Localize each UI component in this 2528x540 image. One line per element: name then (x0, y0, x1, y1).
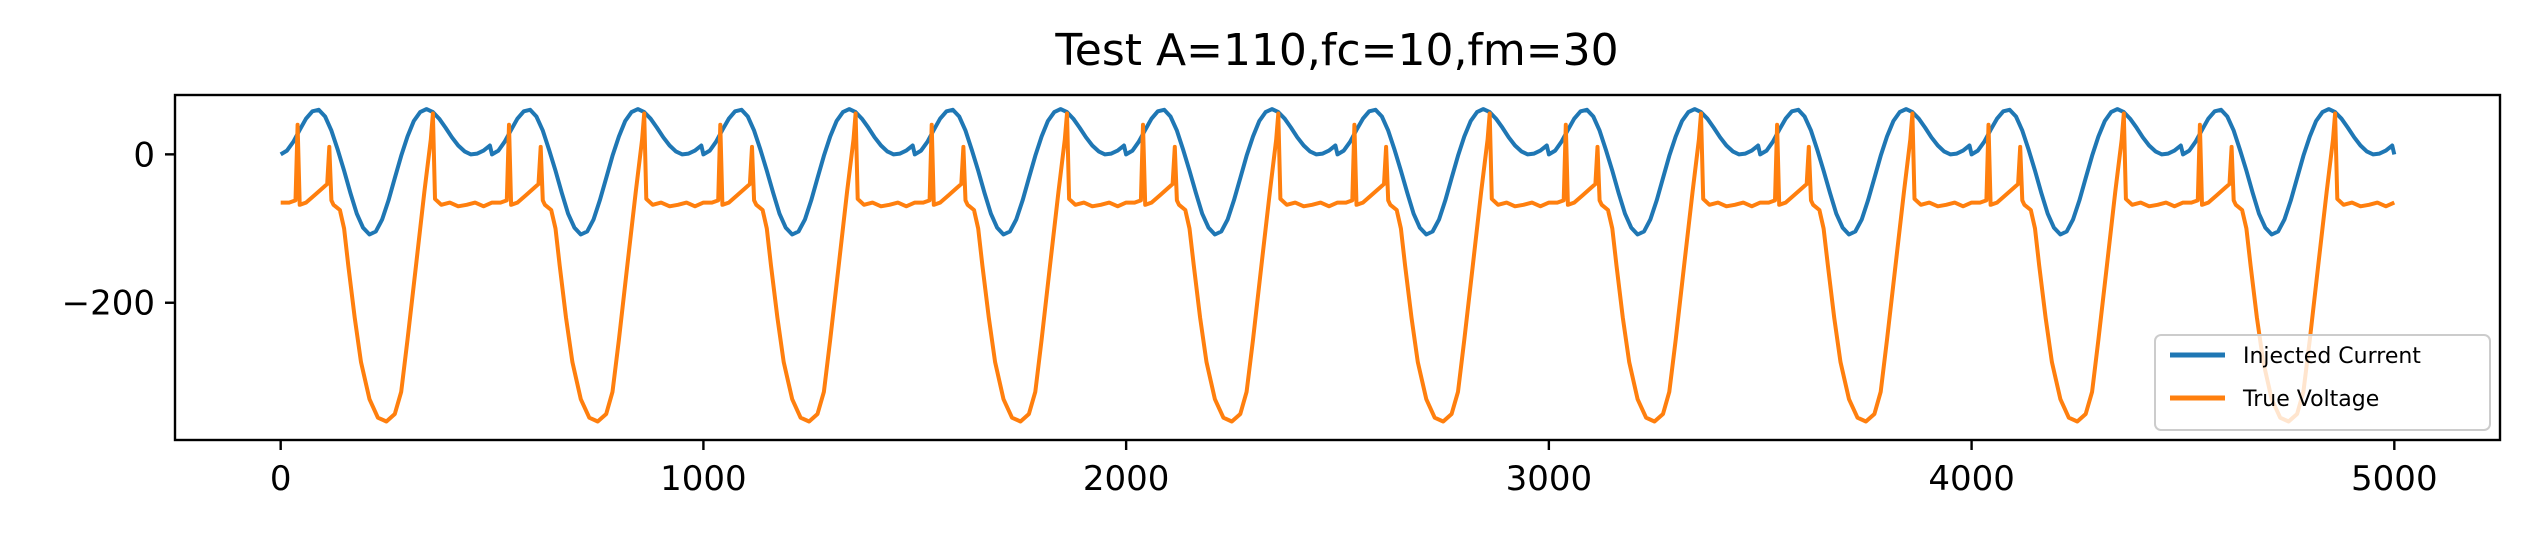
x-tick-label: 0 (270, 459, 292, 499)
x-tick-label: 1000 (660, 459, 747, 499)
x-tick-label: 3000 (1506, 459, 1593, 499)
legend-label-injected-current: Injected Current (2243, 344, 2421, 369)
legend-box (2154, 334, 2491, 431)
y-tick-label: −200 (62, 284, 155, 324)
x-tick-label: 4000 (1928, 459, 2015, 499)
series-line-true-voltage (280, 111, 2396, 424)
plot-area (279, 107, 2397, 424)
legend-label-true-voltage: True Voltage (2242, 387, 2379, 412)
axes-frame (173, 93, 2502, 442)
ticks: 0 1000 2000 3000 4000 5000 0 −200 (62, 135, 2438, 499)
y-tick-label: 0 (133, 135, 155, 175)
x-tick-label: 2000 (1083, 459, 1170, 499)
x-tick-label: 5000 (2351, 459, 2438, 499)
legend: Injected Current True Voltage (2154, 334, 2491, 431)
chart-title: Test A=110,fc=10,fm=30 (1054, 25, 1618, 76)
series-line-injected-current (279, 107, 2397, 237)
